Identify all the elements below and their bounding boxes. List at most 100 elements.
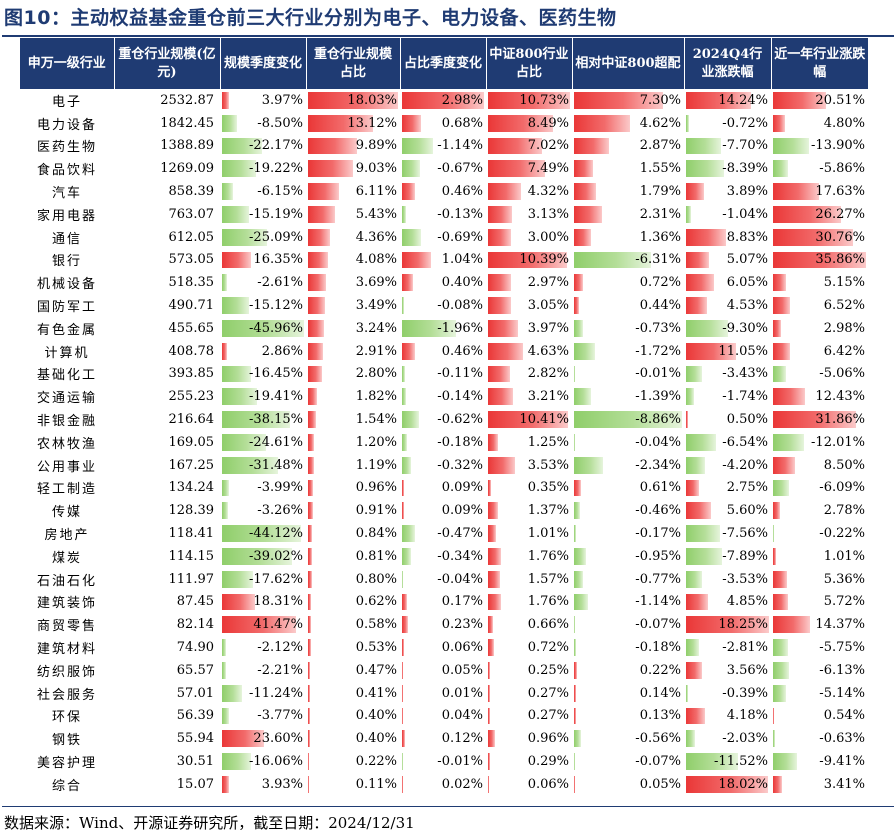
q4-return-value: -7.70% [722,138,768,154]
q4-return-value: 3.89% [726,184,768,200]
negative-data-bar [222,137,262,155]
holding-share-cell: 3.49% [306,294,400,317]
holding-share-cell: 1.20% [306,431,400,454]
size-change-cell: -45.96% [220,317,306,340]
csi800-share-value: 1.57% [527,571,569,587]
holding-share-value: 2.91% [355,343,397,359]
industry-name-cell: 社会服务 [36,687,97,703]
holding-share-cell: 1.82% [306,385,400,408]
overweight-cell: 0.61% [572,477,684,500]
annual-return-cell: 0.54% [771,705,868,728]
holding-share-cell: 18.03% [306,89,400,112]
annual-return-value: -0.22% [819,526,865,542]
annual-return-cell: -6.13% [771,659,868,682]
positive-data-bar [488,92,570,109]
negative-data-bar [222,319,304,337]
negative-data-bar [402,160,421,178]
positive-data-bar [402,730,406,748]
positive-data-bar [686,297,707,314]
table-row: 家用电器 763.07 -15.19% 5.43% -0.13% 3.13% 2.31% -1… [20,203,868,226]
q4-return-value: -2.81% [722,640,768,656]
negative-data-bar [222,274,227,292]
holding-size-cell: 74.90 [176,640,214,656]
q4-return-cell: 18.02% [684,773,771,796]
q4-return-value: -2.03% [722,731,768,747]
positive-data-bar [488,137,542,155]
share-change-cell: -0.69% [400,226,486,249]
q4-return-value: 2.75% [726,480,768,496]
size-change-value: -2.61% [257,275,303,291]
industry-name-cell: 有色金属 [36,322,97,338]
negative-data-bar [402,297,405,314]
positive-data-bar [773,251,866,269]
holding-size-cell: 118.41 [168,526,215,542]
negative-data-bar [686,388,694,406]
q4-return-value: -4.20% [722,457,768,473]
csi800-share-value: 3.13% [527,206,569,222]
size-change-value: -3.26% [257,503,303,519]
industry-name-cell: 石油石化 [36,573,97,589]
csi800-share-cell: 3.97% [486,317,572,340]
header-holding-share: 重仓行业规模占比 [306,38,401,89]
annual-return-value: 0.54% [823,708,865,724]
holding-size-cell: 65.57 [176,662,214,678]
q4-return-cell: 0.50% [684,408,771,431]
positive-data-bar [308,319,325,337]
q4-return-value: -7.89% [722,548,768,564]
negative-data-bar [773,160,789,178]
size-change-value: -3.99% [257,480,303,496]
share-change-value: -0.69% [437,229,483,245]
annual-return-value: -0.63% [819,731,865,747]
positive-data-bar [308,593,312,611]
holding-share-value: 13.12% [347,115,397,131]
share-change-value: -0.18% [437,434,483,450]
annual-return-value: -5.14% [819,685,865,701]
annual-return-cell: -5.14% [771,682,868,705]
size-change-value: -38.15% [249,412,303,428]
negative-data-bar [574,753,575,770]
positive-data-bar [488,411,568,428]
share-change-value: -1.14% [437,138,483,154]
csi800-share-value: 10.73% [519,92,569,108]
csi800-share-cell: 7.49% [486,157,572,180]
annual-return-value: 14.37% [815,617,865,633]
csi800-share-cell: 0.66% [486,613,572,636]
size-change-cell: -2.21% [220,659,306,682]
size-change-cell: 3.93% [220,773,306,796]
q4-return-cell: 6.05% [684,271,771,294]
holding-share-cell: 0.53% [306,636,400,659]
negative-data-bar [574,319,583,337]
size-change-value: 41.47% [253,617,303,633]
share-change-cell: -0.13% [400,203,486,226]
csi800-share-value: 1.76% [527,594,569,610]
share-change-value: -0.47% [437,526,483,542]
overweight-cell: -0.01% [572,363,684,386]
overweight-value: 0.72% [639,275,681,291]
positive-data-bar [308,433,314,451]
negative-data-bar [686,730,696,748]
header-share-change: 占比季度变化 [400,38,487,89]
positive-data-bar [686,502,712,520]
share-change-cell: 0.09% [400,477,486,500]
negative-data-bar [222,114,238,132]
csi800-share-cell: 1.25% [486,431,572,454]
csi800-share-value: 10.39% [519,252,569,268]
negative-data-bar [773,753,798,770]
holding-share-value: 4.08% [355,252,397,268]
q4-return-cell: 3.56% [684,659,771,682]
share-change-cell: -0.18% [400,431,486,454]
positive-data-bar [222,593,255,611]
size-change-value: -19.41% [249,389,303,405]
q4-return-value: 8.83% [726,229,768,245]
size-change-cell: 2.86% [220,340,306,363]
positive-data-bar [773,114,786,132]
positive-data-bar [773,707,775,725]
negative-data-bar [402,547,412,565]
share-change-cell: 0.02% [400,773,486,796]
positive-data-bar [488,433,498,451]
negative-data-bar [222,639,226,656]
overweight-value: 7.30% [639,92,681,108]
negative-data-bar [686,319,729,337]
share-change-cell: 0.68% [400,112,486,135]
annual-return-cell: 2.98% [771,317,868,340]
